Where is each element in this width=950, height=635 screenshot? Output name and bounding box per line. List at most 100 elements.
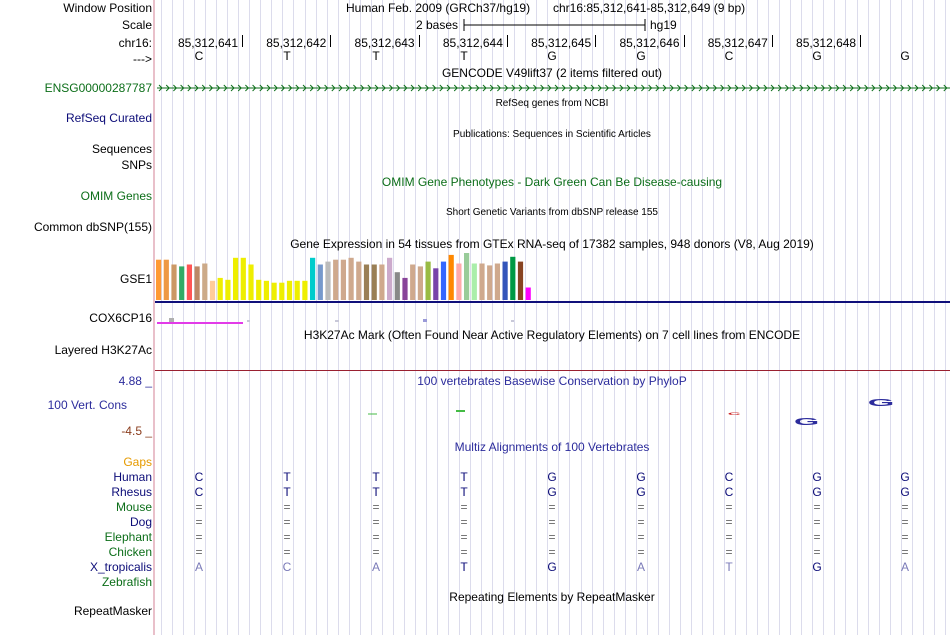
gtex-tissue-bar[interactable] [417, 266, 423, 300]
multiz-species-label[interactable]: Dog [129, 515, 152, 529]
gtex-tissue-bar[interactable] [387, 257, 393, 300]
omim-label[interactable]: OMIM Genes [80, 189, 152, 203]
gtex-tissue-bar[interactable] [279, 282, 285, 300]
gtex-tissue-bar[interactable] [325, 261, 331, 300]
gtex-tissue-bar[interactable] [425, 261, 431, 300]
gtex-tissue-bar[interactable] [502, 261, 508, 300]
gtex-tissue-bar[interactable] [240, 257, 246, 300]
gtex-tissue-bar[interactable] [333, 259, 339, 300]
gtex-tissue-bar[interactable] [433, 268, 439, 300]
repeatmasker-title[interactable]: Repeating Elements by RepeatMasker [449, 590, 655, 604]
gtex-title[interactable]: Gene Expression in 54 tissues from GTEx … [290, 237, 814, 251]
gtex-tissue-bar[interactable] [225, 279, 231, 300]
gtex-tissue-bar[interactable] [317, 264, 323, 301]
gtex-tissue-bar[interactable] [464, 253, 470, 300]
gtex-tissue-bar[interactable] [402, 277, 408, 300]
multiz-species-label[interactable]: Rhesus [111, 485, 152, 499]
window-position-label[interactable]: Window Position [63, 1, 152, 15]
gtex-tissue-bar[interactable] [171, 264, 177, 301]
multiz-base: = [460, 515, 468, 529]
gtex-tissue-bar[interactable] [494, 263, 500, 301]
multiz-species-label[interactable]: Chicken [108, 545, 152, 559]
gtex-tissue-bar[interactable] [202, 263, 208, 301]
gtex-tissue-bar[interactable] [286, 280, 293, 300]
gtex-tissue-bar[interactable] [294, 280, 300, 300]
gtex-tissue-bar[interactable] [263, 280, 269, 300]
gtex-tissue-bar[interactable] [156, 259, 162, 300]
ruler-coordinate[interactable]: 85,312,642 [266, 36, 327, 50]
gtex-tissue-bar[interactable] [456, 263, 462, 301]
gtex-tissue-bar[interactable] [379, 264, 385, 301]
ruler-coordinate[interactable]: 85,312,641 [177, 36, 238, 50]
label-area-divider[interactable] [153, 0, 155, 635]
gtex-tissue-bar[interactable] [302, 280, 308, 300]
gtex-tissue-bar[interactable] [271, 282, 277, 300]
gtex-tissue-bar[interactable] [517, 261, 524, 300]
gtex-tissue-bar[interactable] [448, 254, 454, 300]
gtex-tissue-bar[interactable] [487, 265, 493, 300]
cox6cp16-feature[interactable] [157, 322, 243, 324]
gtex-tissue-bar[interactable] [471, 263, 477, 301]
phylop-title[interactable]: 100 vertebrates Basewise Conservation by… [417, 374, 687, 388]
gtex-tissue-bar[interactable] [163, 259, 169, 300]
gtex-tissue-bar[interactable] [209, 280, 216, 300]
ruler-coordinate[interactable]: 85,312,645 [531, 36, 592, 50]
gtex-tissue-bar[interactable] [248, 264, 254, 301]
gtex-tissue-bar[interactable] [363, 264, 370, 301]
gtex-tissue-bar[interactable] [356, 261, 362, 300]
h3k27ac-label[interactable]: Layered H3K27Ac [54, 343, 152, 357]
ruler-tick [419, 35, 420, 47]
gtex-bar-graph[interactable] [155, 252, 535, 302]
h3k27ac-title[interactable]: H3K27Ac Mark (Often Found Near Active Re… [303, 328, 801, 342]
gtex-tissue-bar[interactable] [179, 266, 185, 300]
scale-label[interactable]: Scale [121, 18, 152, 32]
ruler-coordinate[interactable]: 85,312,646 [619, 36, 680, 50]
multiz-gaps-label[interactable]: Gaps [123, 455, 152, 469]
gencode-title[interactable]: GENCODE V49lift37 (2 items filtered out) [441, 66, 663, 80]
strand-label[interactable]: ---> [133, 52, 152, 66]
gtex-tissue-bar[interactable] [310, 257, 316, 300]
multiz-species-label[interactable]: Mouse [115, 500, 152, 514]
gtex-tissue-bar[interactable] [340, 259, 346, 300]
dbsnp-label[interactable]: Common dbSNP(155) [33, 220, 152, 234]
dbsnp-title[interactable]: Short Genetic Variants from dbSNP releas… [446, 207, 658, 218]
gtex-tissue-bar[interactable] [479, 263, 485, 301]
gtex-tissue-bar[interactable] [371, 264, 377, 301]
cox6cp16-label[interactable]: COX6CP16 [89, 311, 152, 325]
gtex-tissue-bar[interactable] [510, 256, 516, 300]
gencode-item-label[interactable]: ENSG00000287787 [44, 81, 152, 95]
gtex-tissue-bar[interactable] [410, 264, 416, 301]
multiz-title[interactable]: Multiz Alignments of 100 Vertebrates [454, 440, 650, 454]
gtex-tissue-bar[interactable] [256, 279, 262, 300]
phylop-graph[interactable]: G G C [155, 395, 950, 435]
omim-title[interactable]: OMIM Gene Phenotypes - Dark Green Can Be… [381, 175, 723, 189]
gencode-gene-feature[interactable] [155, 81, 950, 95]
publications-label-line1[interactable]: Sequences [91, 142, 152, 156]
gtex-tissue-bar[interactable] [194, 266, 200, 300]
ruler-coordinate[interactable]: 85,312,647 [707, 36, 768, 50]
gtex-tissue-bar[interactable] [186, 264, 192, 301]
gtex-tissue-bar[interactable] [394, 272, 400, 300]
multiz-species-label[interactable]: Zebrafish [101, 575, 152, 589]
gtex-tissue-bar[interactable] [525, 287, 531, 301]
gtex-tissue-bar[interactable] [233, 257, 239, 300]
repeatmasker-label[interactable]: RepeatMasker [73, 604, 152, 618]
gtex-gene-extent[interactable] [155, 301, 950, 303]
publications-label-line2[interactable]: SNPs [121, 158, 152, 172]
multiz-species-label[interactable]: X_tropicalis [89, 560, 152, 574]
multiz-species-label[interactable]: Elephant [104, 530, 152, 544]
ruler-coordinate[interactable]: 85,312,643 [354, 36, 415, 50]
gtex-tissue-bar[interactable] [217, 277, 223, 300]
cox6cp16-bars[interactable] [155, 314, 950, 326]
chrom-label[interactable]: chr16: [118, 36, 152, 50]
publications-title[interactable]: Publications: Sequences in Scientific Ar… [453, 129, 651, 140]
phylop-label[interactable]: 100 Vert. Cons [47, 398, 127, 412]
ruler-coordinate[interactable]: 85,312,644 [442, 36, 503, 50]
gtex-tissue-bar[interactable] [348, 257, 354, 300]
refseq-label[interactable]: RefSeq Curated [65, 111, 152, 125]
gtex-tissue-bar[interactable] [440, 261, 447, 300]
refseq-title[interactable]: RefSeq genes from NCBI [495, 98, 609, 109]
multiz-species-label[interactable]: Human [113, 470, 152, 484]
gtex-gene-label[interactable]: GSE1 [119, 272, 152, 286]
ruler-coordinate[interactable]: 85,312,648 [796, 36, 857, 50]
